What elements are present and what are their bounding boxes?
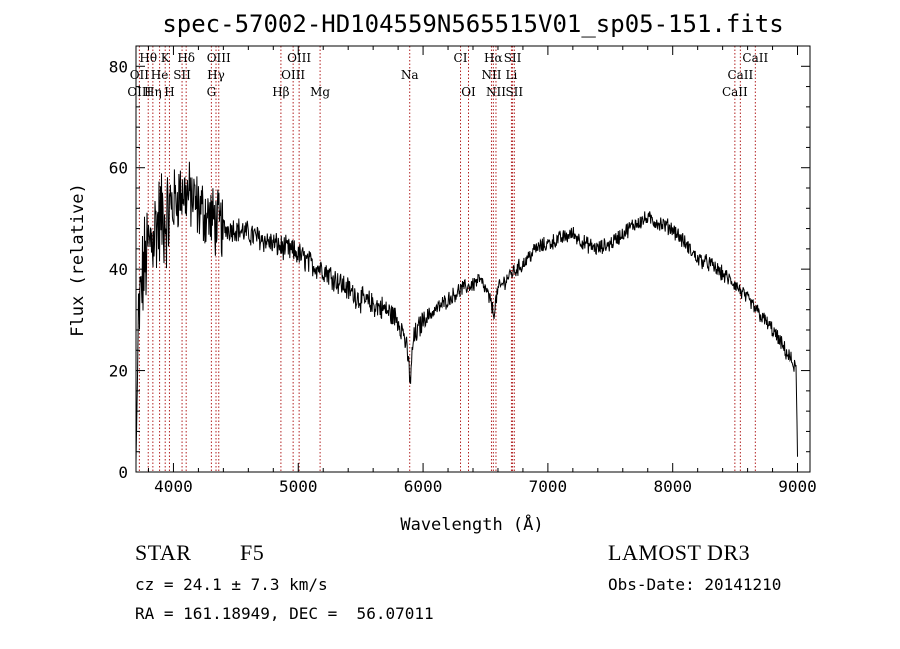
x-tick-label: 6000 bbox=[404, 477, 443, 496]
spectral-line-label: OI bbox=[461, 85, 476, 99]
spectral-line-label: Na bbox=[401, 68, 419, 82]
x-tick-label: 5000 bbox=[279, 477, 318, 496]
survey-name: LAMOST DR3 bbox=[608, 540, 751, 565]
spectral-line-label: G bbox=[207, 85, 217, 99]
y-tick-label: 40 bbox=[109, 260, 128, 279]
spectral-line-label: CaII bbox=[722, 85, 748, 99]
spectral-line-label: OIII bbox=[287, 51, 311, 65]
object-subclass: F5 bbox=[240, 540, 265, 565]
spectrum-line bbox=[135, 161, 798, 462]
y-axis-ticks: 0 20 40 60 80 bbox=[109, 45, 810, 482]
spectral-line-label: Hα bbox=[484, 51, 503, 65]
spectral-line-label: Hη bbox=[144, 85, 162, 99]
spectral-line-label: OIII bbox=[127, 85, 151, 99]
spectral-line-label: Hβ bbox=[272, 85, 289, 99]
spectral-line-label: OII bbox=[130, 68, 150, 82]
spectral-line-label: SII bbox=[505, 85, 523, 99]
spectral-line-label: NII bbox=[481, 68, 501, 82]
chart-title: spec-57002-HD104559N565515V01_sp05-151.f… bbox=[162, 10, 783, 38]
spectral-line-label: NII bbox=[486, 85, 506, 99]
spectral-line-label: Hδ bbox=[177, 51, 195, 65]
ra-dec: RA = 161.18949, DEC = 56.07011 bbox=[135, 604, 434, 623]
x-axis-ticks: 4000 5000 6000 7000 8000 9000 bbox=[147, 46, 817, 496]
spectral-line-label: H bbox=[164, 85, 174, 99]
spectral-line-label: He bbox=[151, 68, 169, 82]
y-axis-label: Flux (relative) bbox=[68, 183, 88, 337]
spectral-line-label: CaII bbox=[727, 68, 753, 82]
spectral-line-label: Hθ bbox=[139, 51, 157, 65]
x-tick-label: 4000 bbox=[154, 477, 193, 496]
spectral-line-label: K bbox=[161, 51, 171, 65]
spectral-line-label: OIII bbox=[281, 68, 305, 82]
spectral-line-label: Hγ bbox=[207, 68, 225, 82]
y-tick-label: 80 bbox=[109, 57, 128, 76]
spectral-line-label: CaII bbox=[742, 51, 768, 65]
x-tick-label: 8000 bbox=[653, 477, 692, 496]
x-axis-label: Wavelength (Å) bbox=[400, 513, 543, 535]
y-tick-label: 60 bbox=[109, 159, 128, 178]
spectral-line-label: SII bbox=[173, 68, 191, 82]
x-tick-label: 9000 bbox=[778, 477, 817, 496]
y-tick-label: 20 bbox=[109, 362, 128, 381]
redshift-cz: cz = 24.1 ± 7.3 km/s bbox=[135, 575, 328, 594]
object-type: STAR bbox=[135, 540, 192, 565]
y-tick-label: 0 bbox=[118, 463, 128, 482]
spectral-line-label: CI bbox=[454, 51, 468, 65]
spectral-line-label: Mg bbox=[310, 85, 330, 99]
x-tick-label: 7000 bbox=[529, 477, 568, 496]
spectral-line-label: Li bbox=[506, 68, 518, 82]
spectral-line-label: OIII bbox=[207, 51, 231, 65]
spectral-line-markers bbox=[138, 46, 756, 472]
spectral-line-label: SII bbox=[504, 51, 522, 65]
obs-date: Obs-Date: 20141210 bbox=[608, 575, 782, 594]
